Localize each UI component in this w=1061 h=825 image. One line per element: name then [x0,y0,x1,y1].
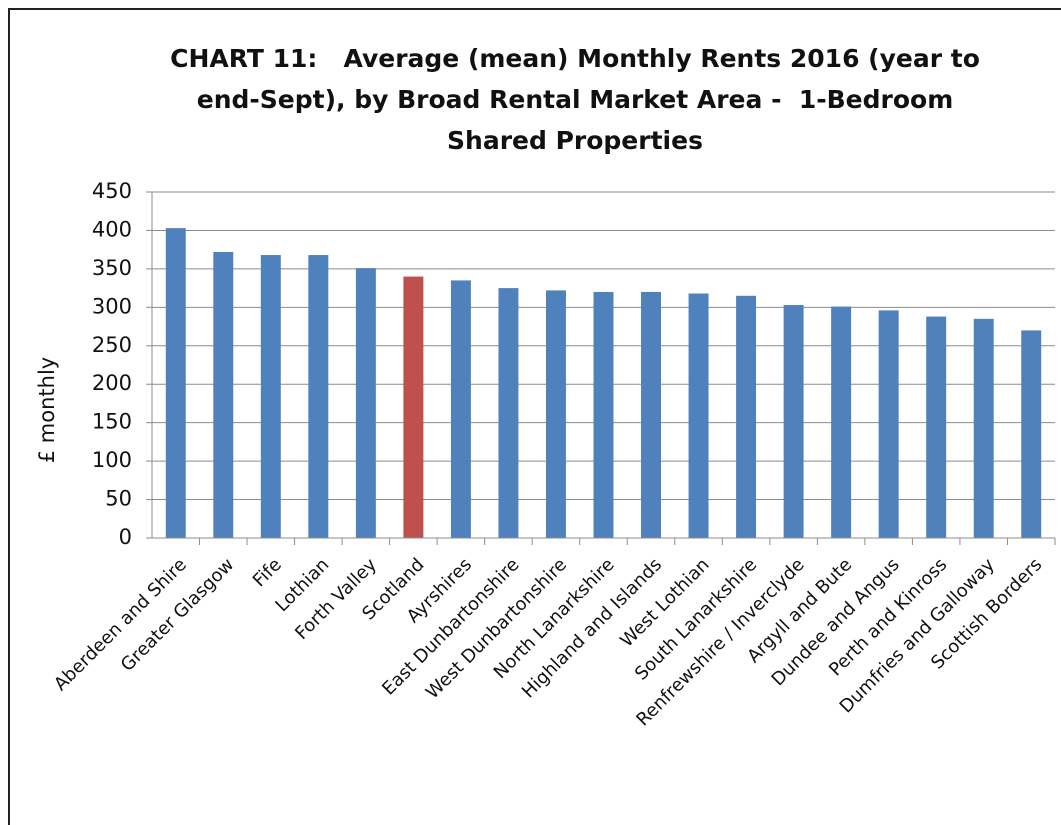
bar [260,255,281,538]
y-tick-label: 350 [92,256,132,280]
bar [593,291,614,538]
bar [736,295,757,538]
x-tick-label: Fife [249,554,286,591]
y-tick-label: 50 [105,487,132,511]
bar [878,310,899,538]
bar [831,306,852,538]
bar [213,251,234,538]
bar [973,318,994,538]
bar [308,255,329,538]
y-tick-label: 100 [92,448,132,472]
y-tick-label: 400 [92,217,132,241]
bar [450,280,471,538]
y-tick-label: 200 [92,371,132,395]
bar [165,228,186,539]
bar [926,316,947,538]
chart-frame [8,8,1061,825]
bar [688,293,709,538]
bar [545,290,566,538]
bar [1021,330,1042,538]
bar [783,305,804,538]
y-tick-label: 0 [119,525,132,549]
chart-title: CHART 11: Average (mean) Monthly Rents 2… [170,44,989,155]
bar [403,276,424,538]
y-tick-label: 450 [92,179,132,203]
y-tick-label: 250 [92,333,132,357]
bar [498,288,519,538]
bar [355,268,376,538]
y-axis-label: £ monthly [35,357,59,463]
y-tick-label: 150 [92,410,132,434]
y-tick-label: 300 [92,294,132,318]
bar [641,291,662,538]
